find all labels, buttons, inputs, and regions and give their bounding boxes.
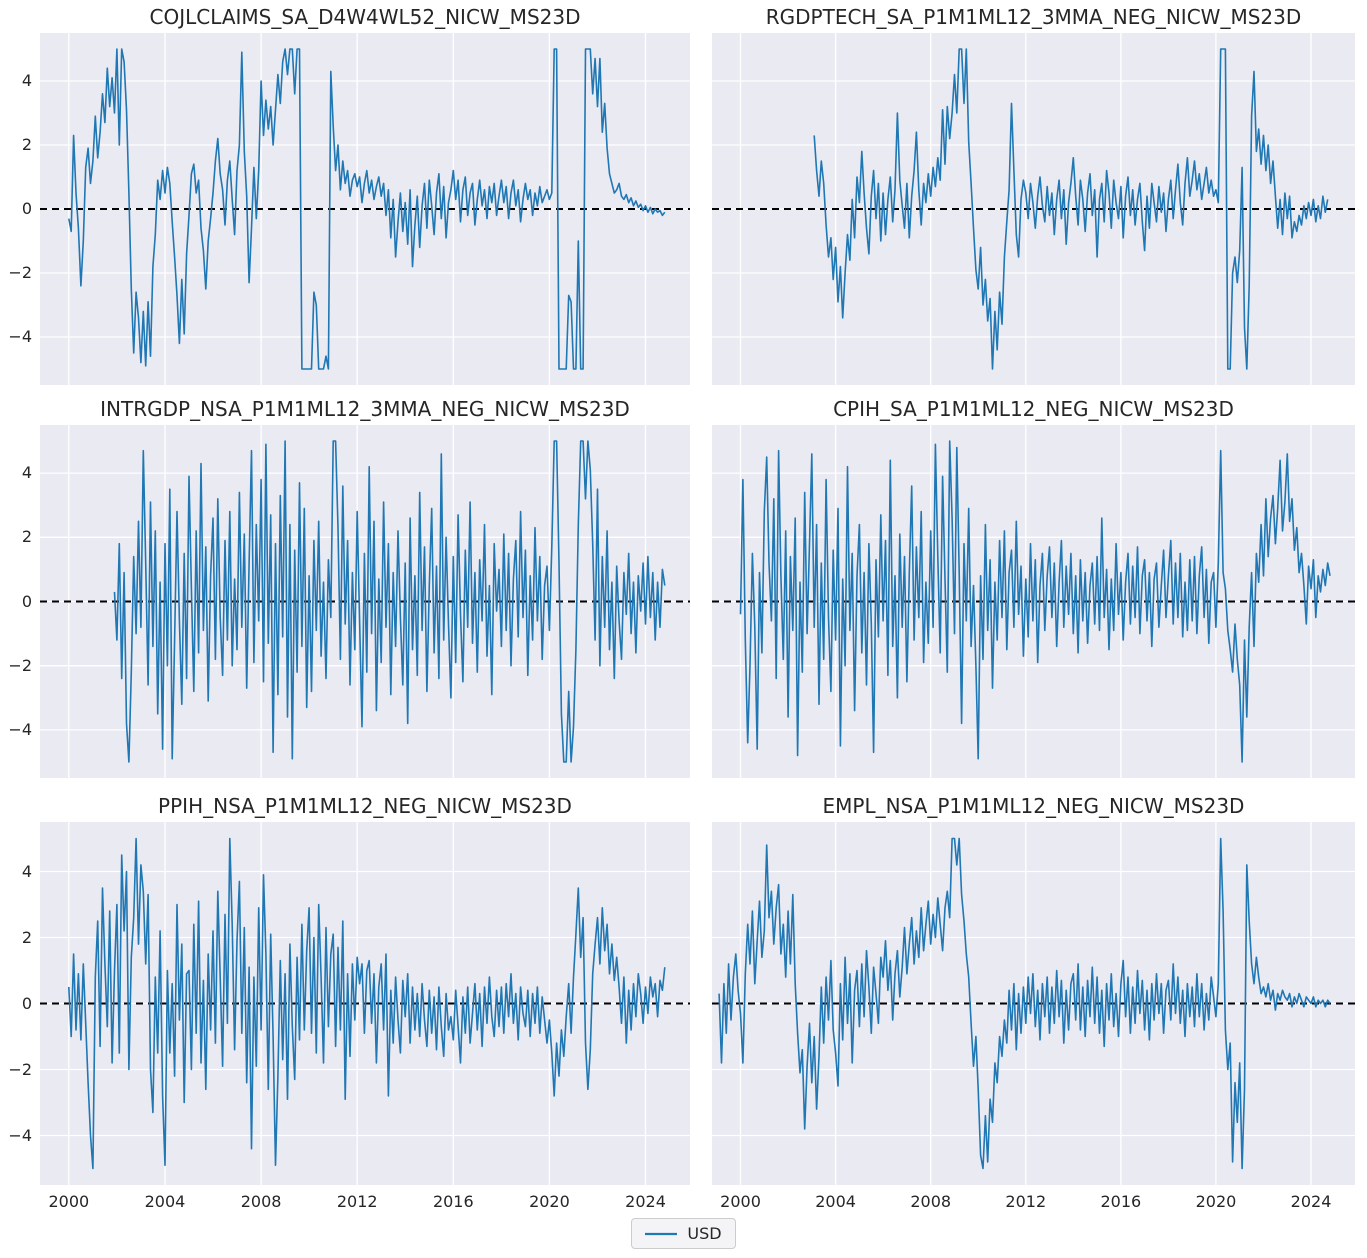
y-tick-label: −2 <box>8 655 32 675</box>
x-tick-label: 2000 <box>720 1192 761 1211</box>
x-tick-label: 2008 <box>910 1192 952 1211</box>
subplot-title-intrgdp: INTRGDP_NSA_P1M1ML12_3MMA_NEG_NICW_MS23D <box>100 397 630 421</box>
legend-container: USD <box>0 1218 1367 1249</box>
y-tick-label: 4 <box>21 71 32 90</box>
x-tick-label: 2004 <box>815 1192 856 1211</box>
x-tick-label: 2012 <box>1005 1192 1047 1211</box>
subplot-intrgdp <box>40 425 690 778</box>
y-tick-label: 2 <box>21 135 32 154</box>
y-tick-label: 0 <box>21 591 32 611</box>
x-tick-label: 2016 <box>1100 1192 1142 1211</box>
y-tick-label: 4 <box>21 861 32 881</box>
x-tick-label: 2000 <box>48 1192 90 1211</box>
y-tick-label: −4 <box>8 719 32 739</box>
subplot-rgdptech <box>712 33 1355 385</box>
legend: USD <box>631 1218 736 1249</box>
subplot-ppih <box>40 822 690 1185</box>
y-tick-label: 4 <box>21 463 32 483</box>
y-tick-label: −4 <box>8 1125 32 1145</box>
y-tick-label: −2 <box>8 263 32 282</box>
subplot-title-cojlclaims: COJLCLAIMS_SA_D4W4WL52_NICW_MS23D <box>149 5 581 29</box>
y-tick-label: 0 <box>21 993 32 1013</box>
subplot-title-cpih: CPIH_SA_P1M1ML12_NEG_NICW_MS23D <box>833 397 1234 421</box>
y-tick-label: −4 <box>8 327 32 346</box>
legend-line-icon <box>645 1232 678 1235</box>
x-tick-label: 2020 <box>1195 1192 1237 1211</box>
x-tick-label: 2016 <box>432 1192 474 1211</box>
x-tick-label: 2012 <box>336 1192 378 1211</box>
subplot-title-rgdptech: RGDPTECH_SA_P1M1ML12_3MMA_NEG_NICW_MS23D <box>765 5 1302 29</box>
x-tick-label: 2004 <box>144 1192 186 1211</box>
x-tick-label: 2020 <box>529 1192 570 1211</box>
y-tick-label: 0 <box>21 199 32 218</box>
x-tick-label: 2024 <box>625 1192 666 1211</box>
legend-label: USD <box>687 1224 722 1243</box>
subplot-empl <box>712 822 1355 1185</box>
y-tick-label: −2 <box>8 1059 32 1079</box>
x-tick-label: 2008 <box>240 1192 282 1211</box>
x-tick-label: 2024 <box>1290 1192 1332 1211</box>
subplot-cpih <box>712 425 1355 778</box>
subplot-title-ppih: PPIH_NSA_P1M1ML12_NEG_NICW_MS23D <box>158 794 572 818</box>
subplot-cojlclaims <box>40 33 690 385</box>
y-tick-label: 2 <box>21 927 32 947</box>
y-tick-label: 2 <box>21 527 32 547</box>
subplot-title-empl: EMPL_NSA_P1M1ML12_NEG_NICW_MS23D <box>822 794 1245 818</box>
